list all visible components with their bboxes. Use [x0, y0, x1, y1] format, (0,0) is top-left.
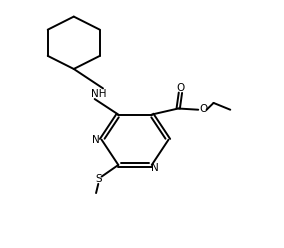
Text: NH: NH — [91, 89, 106, 99]
Text: O: O — [177, 83, 185, 93]
Text: S: S — [95, 174, 102, 184]
Text: O: O — [199, 104, 207, 114]
Text: N: N — [151, 163, 159, 173]
Text: N: N — [92, 135, 99, 145]
